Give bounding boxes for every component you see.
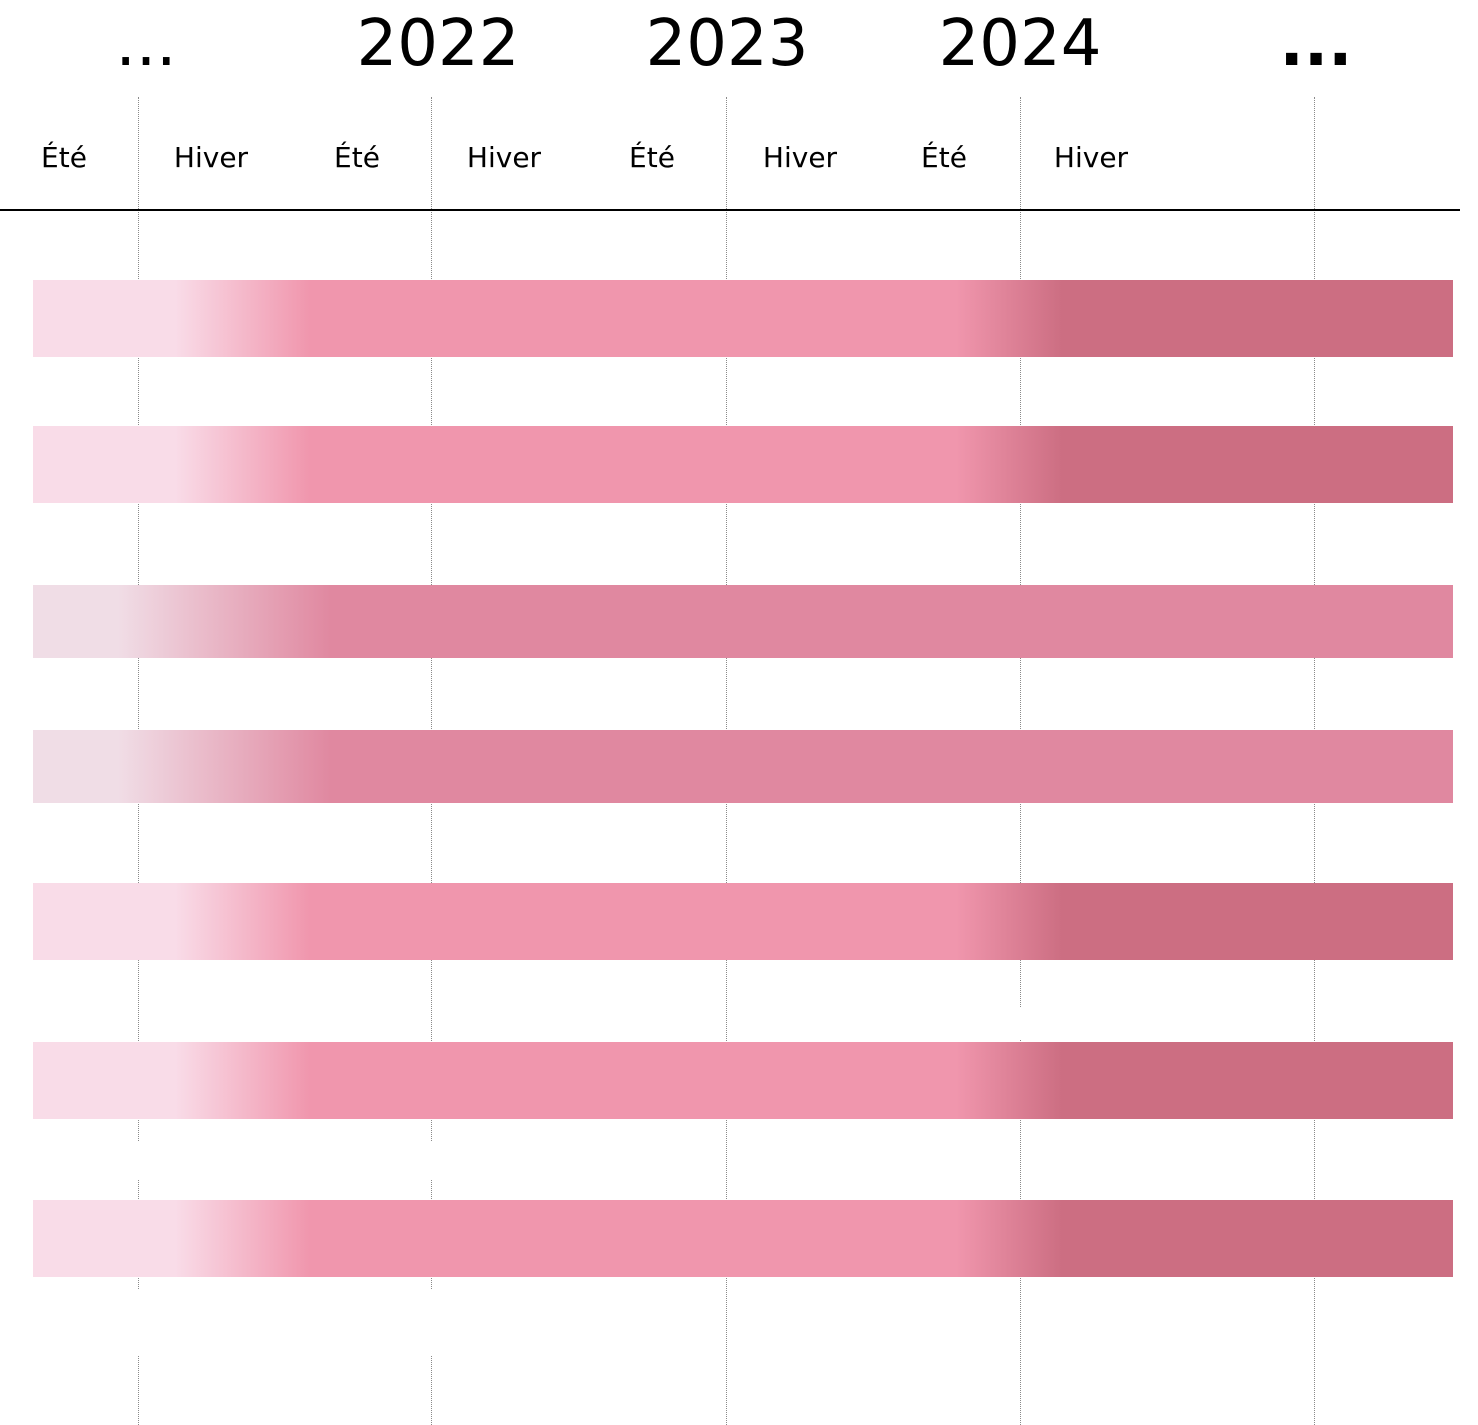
gridline-break (120, 1142, 450, 1180)
season-label-summer: Été (334, 141, 380, 174)
timeline-bar (33, 883, 1453, 960)
year-label-ellipsis-end: ... (1279, 7, 1353, 81)
season-label-winter: Hiver (1053, 141, 1129, 174)
year-label-ellipsis-start: ... (115, 7, 177, 81)
timeline-bar (33, 1200, 1453, 1277)
timeline-axis-line (0, 209, 1460, 211)
season-label-winter: Hiver (466, 141, 542, 174)
season-label-summer: Été (921, 141, 967, 174)
gridline-break (120, 1290, 450, 1356)
year-label-2024: 2024 (938, 7, 1102, 81)
gridline-break (1000, 1008, 1040, 1040)
timeline-bar (33, 1042, 1453, 1119)
season-label-summer: Été (41, 141, 87, 174)
timeline-bar (33, 730, 1453, 803)
season-label-winter: Hiver (173, 141, 249, 174)
timeline-bar (33, 585, 1453, 658)
year-label-2023: 2023 (645, 7, 809, 81)
timeline-bar (33, 280, 1453, 357)
season-label-summer: Été (629, 141, 675, 174)
year-label-2022: 2022 (356, 7, 520, 81)
timeline-bar (33, 426, 1453, 503)
season-label-winter: Hiver (762, 141, 838, 174)
